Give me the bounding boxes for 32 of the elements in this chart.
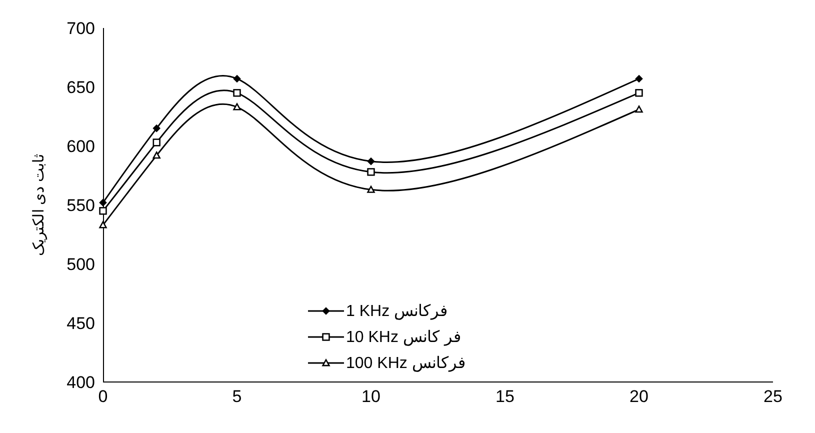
y-tick-label: 650 xyxy=(66,78,95,98)
point xyxy=(367,168,375,176)
x-tick-label: 10 xyxy=(362,387,380,406)
y-tick-label: 550 xyxy=(66,196,95,216)
y-tick-label: 600 xyxy=(66,137,95,156)
point xyxy=(233,75,241,82)
point xyxy=(233,89,241,97)
point xyxy=(152,124,160,132)
y-tick-label: 700 xyxy=(66,19,95,38)
point xyxy=(367,158,375,166)
legend-label: 1 KHz فرکانس xyxy=(346,302,448,321)
point xyxy=(99,207,107,215)
y-tick-label: 400 xyxy=(66,373,95,392)
point xyxy=(635,106,643,113)
point xyxy=(233,103,241,110)
point xyxy=(99,198,107,206)
legend-label: 100 KHz فرکانس xyxy=(346,354,466,373)
x-tick-label: 25 xyxy=(764,387,782,406)
x-tick-label: 0 xyxy=(98,387,108,406)
legend-label: 10 KHz فر کانس xyxy=(346,328,462,347)
y-axis-title: ثابت دی الکتریک xyxy=(30,154,48,256)
y-tick-label: 500 xyxy=(66,255,95,274)
y-tick-label: 450 xyxy=(66,314,95,334)
point xyxy=(635,89,643,97)
x-tick-label: 5 xyxy=(232,387,242,406)
point xyxy=(152,152,160,159)
x-tick-label: 15 xyxy=(496,387,514,406)
point xyxy=(367,186,375,193)
point xyxy=(635,75,643,82)
point xyxy=(152,138,160,146)
point xyxy=(99,221,107,228)
x-tick-label: 20 xyxy=(630,387,648,406)
